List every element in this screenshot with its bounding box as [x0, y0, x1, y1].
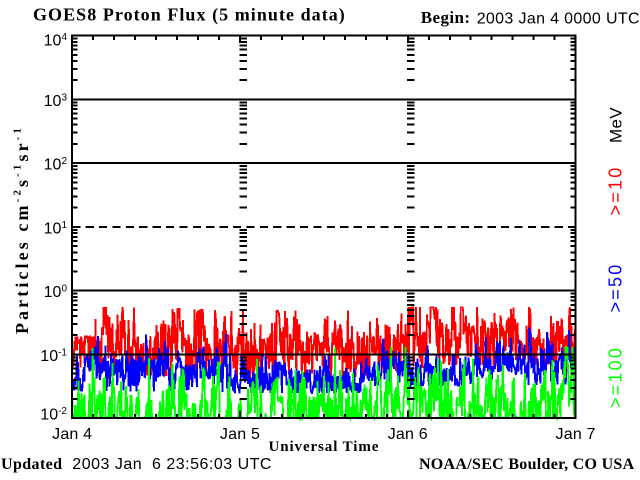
svg-text:Particles cm-2s-1sr-1: Particles cm-2s-1sr-1 [12, 125, 33, 334]
svg-text:Jan 5: Jan 5 [220, 426, 260, 443]
svg-text:>=10: >=10 [606, 166, 626, 216]
svg-text:Jan 6: Jan 6 [388, 426, 428, 443]
svg-text:Begin:: Begin: [421, 8, 471, 27]
svg-text:Universal Time: Universal Time [269, 439, 380, 455]
svg-text:2003 Jan 6 23:56:03 UTC: 2003 Jan 6 23:56:03 UTC [72, 456, 272, 473]
svg-text:>=50: >=50 [606, 263, 626, 313]
svg-text:Jan 7: Jan 7 [556, 426, 596, 443]
svg-text:NOAA/SEC Boulder, CO USA: NOAA/SEC Boulder, CO USA [419, 456, 635, 473]
svg-text:>=100: >=100 [606, 346, 626, 408]
svg-text:GOES8 Proton Flux (5 minute da: GOES8 Proton Flux (5 minute data) [33, 5, 346, 26]
svg-text:MeV: MeV [607, 107, 626, 143]
svg-text:2003 Jan 4 0000 UTC: 2003 Jan 4 0000 UTC [477, 10, 640, 27]
svg-text:Jan 4: Jan 4 [52, 426, 92, 443]
svg-text:Updated: Updated [1, 456, 62, 473]
